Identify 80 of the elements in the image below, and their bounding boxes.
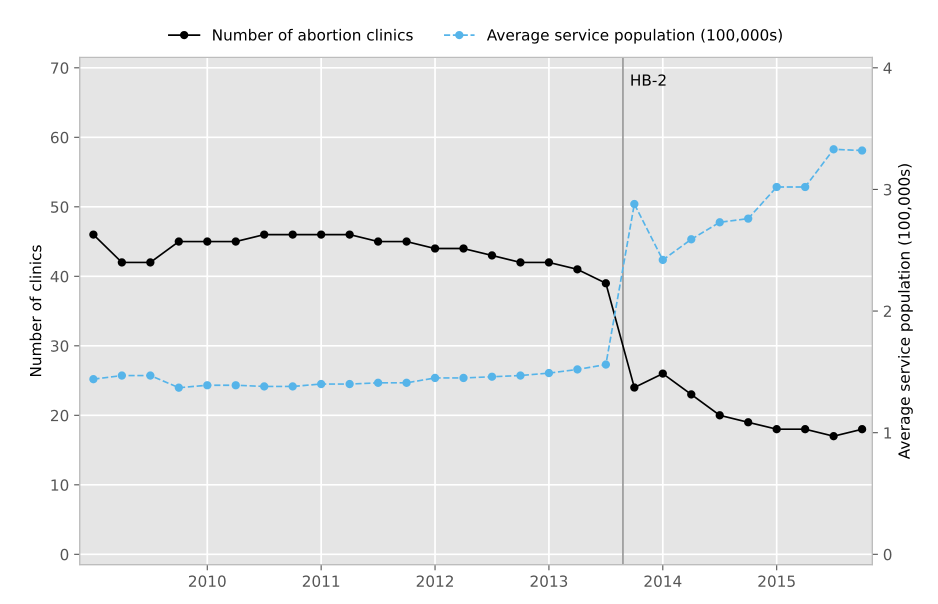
point bbox=[260, 382, 268, 391]
point bbox=[89, 230, 98, 239]
point bbox=[146, 371, 155, 380]
y2-tick-label: 0 bbox=[884, 548, 892, 560]
point bbox=[288, 230, 297, 239]
y2-tick-label: 3 bbox=[884, 184, 892, 196]
point bbox=[345, 380, 354, 388]
point bbox=[573, 365, 582, 374]
y2-tick-label: 4 bbox=[884, 62, 892, 74]
point bbox=[858, 146, 866, 155]
point bbox=[459, 374, 468, 382]
point bbox=[772, 182, 781, 192]
point bbox=[118, 258, 126, 267]
x-tick-label: 2011 bbox=[302, 575, 340, 587]
point bbox=[800, 182, 810, 192]
y-tick-label: 10 bbox=[52, 479, 68, 491]
point bbox=[430, 244, 440, 253]
point bbox=[374, 237, 382, 246]
point bbox=[602, 360, 610, 369]
y-axis-title: Number of clinics bbox=[30, 245, 42, 376]
point bbox=[316, 230, 326, 239]
point bbox=[544, 258, 554, 267]
point bbox=[260, 230, 268, 239]
y-tick-label: 70 bbox=[51, 62, 68, 74]
point bbox=[430, 374, 440, 382]
y2-tick-label: 2 bbox=[884, 306, 891, 317]
x-tick-label: 2015 bbox=[758, 575, 795, 587]
y-tick-label: 0 bbox=[60, 548, 68, 560]
y-tick-label: 50 bbox=[51, 201, 68, 213]
point bbox=[744, 214, 752, 223]
point bbox=[89, 375, 98, 384]
point bbox=[630, 383, 638, 392]
y-tick-label: 60 bbox=[50, 132, 68, 144]
point bbox=[716, 411, 724, 420]
point bbox=[174, 237, 183, 246]
point bbox=[544, 368, 554, 378]
x-tick-label: 2010 bbox=[188, 575, 226, 587]
point bbox=[203, 381, 212, 390]
point bbox=[374, 378, 382, 387]
point bbox=[146, 258, 155, 267]
y2-axis-title: Average service population (100,000s) bbox=[898, 164, 913, 460]
point bbox=[829, 145, 838, 154]
point bbox=[829, 432, 838, 440]
point bbox=[516, 371, 525, 380]
point bbox=[772, 425, 781, 434]
y2-tick-label: 1 bbox=[884, 427, 892, 438]
x-tick-label: 2013 bbox=[530, 575, 568, 587]
point bbox=[174, 384, 183, 392]
point bbox=[602, 279, 610, 288]
point bbox=[488, 251, 496, 260]
point bbox=[316, 380, 326, 388]
point bbox=[459, 244, 468, 253]
point bbox=[118, 371, 126, 380]
x-tick-label: 2014 bbox=[644, 575, 682, 587]
y-tick-label: 20 bbox=[50, 410, 68, 422]
point bbox=[800, 425, 810, 434]
point bbox=[658, 369, 667, 378]
point bbox=[687, 390, 696, 399]
legend-label: Average service population (100,000s) bbox=[486, 28, 782, 44]
point bbox=[744, 418, 752, 426]
y-tick-label: 30 bbox=[51, 340, 68, 352]
point bbox=[516, 258, 525, 267]
legend-label: Number of abortion clinics bbox=[213, 28, 413, 41]
point bbox=[402, 237, 411, 246]
point bbox=[288, 382, 297, 391]
point bbox=[573, 265, 582, 274]
point bbox=[203, 237, 212, 246]
point bbox=[716, 218, 724, 226]
point bbox=[232, 237, 240, 246]
point bbox=[232, 381, 240, 390]
x-tick-label: 2012 bbox=[416, 575, 453, 587]
point bbox=[630, 200, 638, 208]
ref-line-label: HB-2 bbox=[631, 74, 666, 86]
point bbox=[402, 378, 411, 387]
point bbox=[345, 230, 354, 239]
y-tick-label: 40 bbox=[50, 270, 68, 282]
point bbox=[687, 235, 696, 244]
point bbox=[858, 425, 866, 434]
point bbox=[488, 372, 496, 381]
point bbox=[658, 256, 667, 264]
